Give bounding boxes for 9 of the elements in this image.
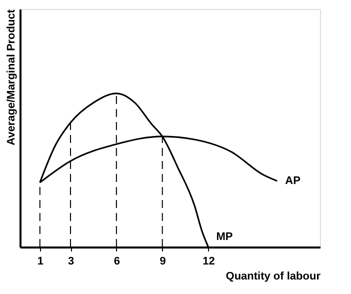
series-label: MP <box>216 231 233 243</box>
series-label: AP <box>285 174 300 187</box>
x-axis-title: Quantity of labour <box>226 270 322 282</box>
x-tick-label: 9 <box>160 256 166 268</box>
x-tick-label: 6 <box>114 256 120 268</box>
y-axis-title: Average/Marginal Product <box>6 9 18 146</box>
x-tick-label: 1 <box>37 256 44 268</box>
x-tick-label: 12 <box>202 256 215 268</box>
x-tick-label: 3 <box>68 256 74 268</box>
